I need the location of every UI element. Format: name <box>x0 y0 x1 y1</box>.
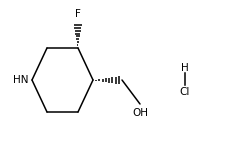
Text: OH: OH <box>131 108 147 118</box>
Text: F: F <box>75 9 81 19</box>
Text: Cl: Cl <box>179 87 189 97</box>
Text: H: H <box>180 63 188 73</box>
Text: HN: HN <box>13 75 29 85</box>
